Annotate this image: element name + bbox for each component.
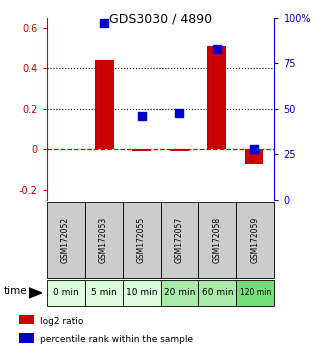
- Text: 5 min: 5 min: [91, 289, 117, 297]
- Bar: [237, 280, 274, 306]
- Bar: [95, 60, 114, 149]
- Point: [139, 113, 144, 119]
- Bar: [19, 314, 34, 324]
- Text: 60 min: 60 min: [202, 289, 233, 297]
- Bar: [207, 46, 226, 149]
- Bar: [19, 333, 34, 343]
- Text: GSM172055: GSM172055: [137, 217, 146, 263]
- Text: 10 min: 10 min: [126, 289, 157, 297]
- Text: GSM172059: GSM172059: [251, 217, 260, 263]
- Bar: [133, 149, 151, 152]
- Bar: [47, 202, 84, 278]
- Text: GDS3030 / 4890: GDS3030 / 4890: [109, 12, 212, 25]
- Text: log2 ratio: log2 ratio: [40, 317, 83, 326]
- Bar: [245, 149, 263, 164]
- Text: GSM172053: GSM172053: [99, 217, 108, 263]
- Bar: [123, 280, 160, 306]
- Bar: [160, 202, 198, 278]
- Text: 120 min: 120 min: [240, 289, 271, 297]
- Bar: [47, 280, 84, 306]
- Text: percentile rank within the sample: percentile rank within the sample: [40, 335, 193, 344]
- Bar: [160, 280, 198, 306]
- Text: 20 min: 20 min: [164, 289, 195, 297]
- Text: GSM172058: GSM172058: [213, 217, 222, 263]
- Bar: [170, 149, 188, 152]
- Bar: [84, 202, 123, 278]
- Text: GSM172057: GSM172057: [175, 217, 184, 263]
- Point: [102, 20, 107, 26]
- Bar: [198, 280, 237, 306]
- Polygon shape: [29, 288, 42, 298]
- Bar: [123, 202, 160, 278]
- Point: [251, 146, 256, 152]
- Text: time: time: [3, 286, 27, 296]
- Point: [214, 46, 219, 52]
- Bar: [237, 202, 274, 278]
- Point: [177, 110, 182, 115]
- Text: 0 min: 0 min: [53, 289, 78, 297]
- Text: GSM172052: GSM172052: [61, 217, 70, 263]
- Bar: [84, 280, 123, 306]
- Bar: [198, 202, 237, 278]
